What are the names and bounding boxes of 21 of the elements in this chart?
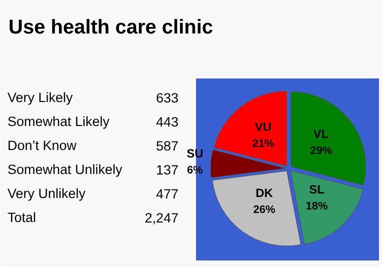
slice-label: DK [256,186,274,200]
text: 137 [156,162,179,178]
data-label: 18% [306,200,328,213]
chart-title: Use health care clinic [8,16,214,38]
text: Very Likely [8,90,74,105]
text: 587 [156,138,179,154]
slice-label: SL [309,182,324,197]
data-label: 26% [253,204,276,216]
text: 443 [156,114,179,130]
text: Somewhat Likely [8,114,110,129]
text: Very Unlikely [8,186,86,201]
text: 477 [156,186,179,202]
text: 633 [156,90,179,106]
slice-label: VL [313,127,329,142]
slice-label: VU [254,120,272,134]
text: 2,247 [144,210,179,226]
text: Somewhat Unlikely [8,162,123,177]
data-label: 21% [252,138,274,150]
text: Total [8,210,36,225]
text: Don’t Know [8,138,77,153]
data-label: 29% [310,145,332,158]
